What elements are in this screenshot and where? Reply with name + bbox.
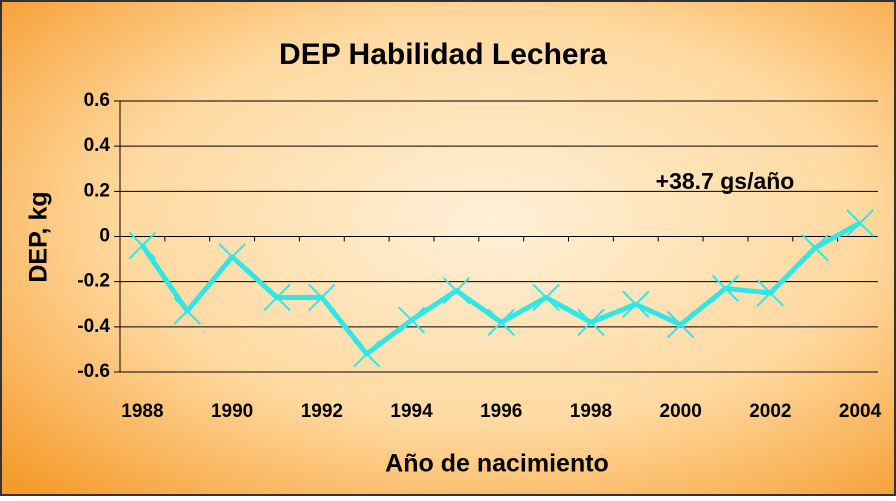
marker — [308, 283, 336, 312]
y-tick-label: -0.4 — [77, 316, 110, 337]
marker — [846, 209, 874, 237]
x-tick-label: 1992 — [301, 401, 343, 422]
x-tick-label: 2004 — [839, 401, 882, 422]
x-tick-label: 1988 — [121, 401, 163, 422]
y-tick-label: 0 — [99, 226, 110, 247]
chart-title: DEP Habilidad Lechera — [279, 38, 607, 71]
marker — [577, 308, 605, 337]
y-tick-label: 0.2 — [84, 180, 110, 201]
annotation: +38.7 gs/año — [656, 168, 795, 194]
x-tick-label: 1990 — [211, 401, 253, 422]
x-tick-label: 1996 — [480, 401, 522, 422]
y-axis-label: DEP, kg — [25, 191, 53, 282]
x-tick-label: 2000 — [660, 401, 702, 422]
marker — [218, 243, 246, 271]
marker — [756, 279, 785, 307]
marker — [666, 310, 695, 339]
marker — [487, 308, 515, 337]
marker — [711, 274, 740, 303]
marker — [532, 283, 560, 312]
marker — [352, 340, 381, 368]
x-tick-label: 1998 — [570, 401, 612, 422]
marker — [622, 290, 650, 318]
y-tick-label: -0.6 — [77, 361, 110, 382]
x-tick-label: 2002 — [749, 401, 791, 422]
marker — [128, 231, 157, 260]
marker — [173, 297, 201, 325]
y-tick-label: 0.6 — [84, 90, 110, 111]
marker — [397, 306, 426, 334]
x-tick-label: 1994 — [390, 401, 433, 422]
marker — [442, 276, 471, 305]
marker — [801, 234, 829, 262]
y-tick-label: 0.4 — [84, 135, 111, 156]
x-axis-label: Año de nacimiento — [385, 450, 609, 478]
marker — [263, 283, 291, 312]
y-tick-label: -0.2 — [77, 271, 110, 292]
